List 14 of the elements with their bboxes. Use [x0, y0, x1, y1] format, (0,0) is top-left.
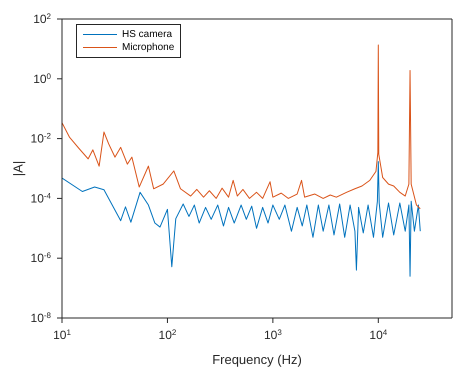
x-tick-label: 10$^{4}$: [369, 328, 388, 342]
y-tick-label: 10$^{-8}$: [30, 310, 52, 325]
y-tick-label: 10$^{0}$: [33, 71, 52, 86]
y-tick-label: 10$^{-2}$: [30, 131, 52, 146]
x-axis-title: Frequency (Hz): [212, 352, 302, 367]
y-tick-label: 10$^{2}$: [33, 12, 52, 26]
legend-label: HS camera: [122, 28, 172, 41]
y-tick-label: 10$^{-6}$: [30, 250, 52, 266]
legend-label: Microphone: [122, 41, 174, 54]
y-tick-label: 10$^{-4}$: [30, 190, 52, 206]
x-tick-label: 10$^{3}$: [264, 328, 282, 342]
x-tick-label: 10$^{1}$: [53, 328, 72, 342]
y-axis-title: |A|: [10, 160, 26, 176]
x-tick-label: 10$^{2}$: [158, 328, 177, 342]
